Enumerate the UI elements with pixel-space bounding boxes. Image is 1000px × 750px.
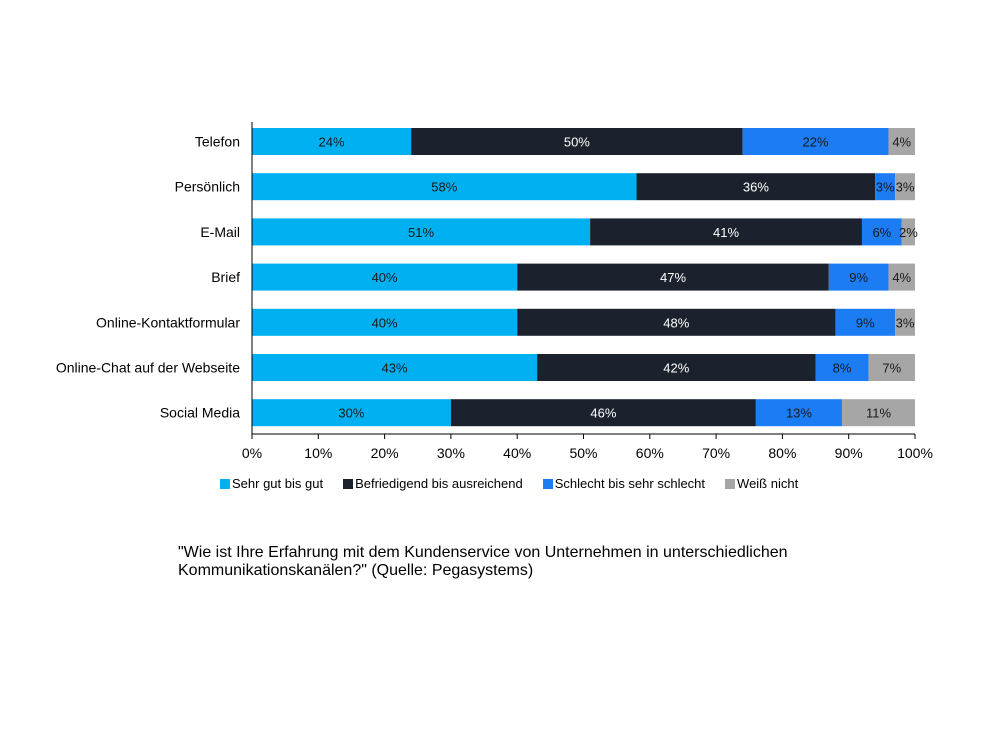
- x-tick-label: 100%: [897, 445, 933, 461]
- bar-segment: [815, 354, 869, 381]
- x-tick-label: 0%: [242, 445, 262, 461]
- data-label: 7%: [882, 361, 901, 376]
- legend-swatch: [542, 478, 553, 489]
- data-label: 48%: [663, 315, 689, 330]
- data-label: 3%: [896, 315, 915, 330]
- data-label: 3%: [876, 180, 895, 195]
- bar-segment: [252, 218, 591, 246]
- legend-label: Sehr gut bis gut: [232, 476, 324, 491]
- bar-segment: [636, 173, 876, 201]
- data-label: 42%: [663, 361, 689, 376]
- chart-legend: Sehr gut bis gut Befriedigend bis ausrei…: [220, 476, 818, 491]
- legend-swatch: [725, 478, 736, 489]
- data-label: 11%: [866, 406, 891, 421]
- data-label: 41%: [713, 225, 739, 240]
- bar-segment: [868, 354, 915, 381]
- x-tick-label: 80%: [768, 445, 796, 461]
- data-label: 46%: [590, 406, 616, 421]
- bar-segment: [888, 128, 915, 155]
- data-label: 8%: [833, 361, 852, 376]
- bar-segment: [861, 218, 902, 246]
- x-tick-label: 70%: [702, 445, 730, 461]
- bar-segment: [252, 173, 637, 201]
- x-tick-label: 60%: [636, 445, 664, 461]
- data-label: 9%: [856, 315, 875, 330]
- bar-segment: [252, 308, 518, 336]
- legend-item-weiss-nicht: Weiß nicht: [725, 476, 798, 491]
- bar-segment: [842, 399, 915, 427]
- category-label: Persönlich: [175, 179, 240, 195]
- data-label: 22%: [803, 135, 829, 150]
- bar-segment: [755, 399, 843, 427]
- data-label: 6%: [872, 225, 891, 240]
- x-tick-label: 90%: [835, 445, 863, 461]
- bar-segment: [252, 354, 538, 381]
- bar-segment: [517, 308, 836, 336]
- x-tick-label: 10%: [304, 445, 332, 461]
- caption-line-1: "Wie ist Ihre Erfahrung mit dem Kundense…: [178, 544, 788, 561]
- bar-segment: [590, 218, 862, 246]
- data-label: 3%: [896, 180, 915, 195]
- category-label: E-Mail: [200, 224, 240, 240]
- stacked-bar-chart: Telefon 24% 50% 22% 4%Persönlich 58% 36% 3% 3%E-…: [56, 122, 933, 461]
- chart-caption: "Wie ist Ihre Erfahrung mit dem Kundense…: [178, 544, 878, 580]
- bar-segment: [252, 263, 518, 291]
- data-label: 4%: [892, 270, 911, 285]
- data-label: 51%: [408, 225, 434, 240]
- legend-label: Befriedigend bis ausreichend: [355, 476, 523, 491]
- legend-item-sehr-gut: Sehr gut bis gut: [220, 476, 323, 491]
- bar-segment: [252, 128, 412, 155]
- legend-swatch: [343, 478, 354, 489]
- category-label: Telefon: [195, 134, 240, 150]
- bar-segment: [901, 218, 915, 246]
- legend-label: Weiß nicht: [737, 476, 799, 491]
- bar-segment: [537, 354, 816, 381]
- bar-segment: [252, 399, 451, 427]
- legend-label: Schlecht bis sehr schlecht: [554, 476, 706, 491]
- data-label: 24%: [319, 135, 345, 150]
- category-label: Brief: [211, 269, 240, 285]
- data-label: 2%: [899, 225, 918, 240]
- data-label: 43%: [382, 361, 408, 376]
- legend-swatch: [220, 478, 230, 489]
- bar-segment: [875, 173, 896, 201]
- data-label: 9%: [849, 270, 868, 285]
- data-label: 13%: [786, 406, 812, 421]
- caption-line-2: Kommunikationskanälen?" (Quelle: Pegasys…: [178, 562, 534, 579]
- bar-segment: [450, 399, 756, 427]
- bar-segment: [895, 173, 915, 201]
- legend-item-befriedigend: Befriedigend bis ausreichend: [343, 476, 523, 491]
- data-label: 30%: [338, 406, 364, 421]
- bar-segment: [828, 263, 889, 291]
- bar-segment: [888, 263, 915, 291]
- bar-segment: [835, 308, 896, 336]
- category-label: Online-Chat auf der Webseite: [56, 360, 240, 376]
- x-tick-label: 50%: [569, 445, 597, 461]
- data-label: 40%: [372, 270, 398, 285]
- legend-item-schlecht: Schlecht bis sehr schlecht: [542, 476, 706, 491]
- data-label: 36%: [743, 180, 769, 195]
- bar-segment: [411, 128, 743, 155]
- data-label: 47%: [660, 270, 686, 285]
- x-tick-label: 30%: [437, 445, 465, 461]
- bar-segment: [742, 128, 889, 155]
- bar-segment: [895, 308, 915, 336]
- data-label: 40%: [372, 315, 398, 330]
- data-label: 4%: [892, 135, 911, 150]
- category-label: Social Media: [160, 405, 240, 421]
- data-label: 58%: [431, 180, 457, 195]
- category-label: Online-Kontaktformular: [96, 314, 240, 330]
- x-tick-label: 20%: [371, 445, 399, 461]
- bar-segment: [517, 263, 829, 291]
- data-label: 50%: [564, 135, 590, 150]
- x-tick-label: 40%: [503, 445, 531, 461]
